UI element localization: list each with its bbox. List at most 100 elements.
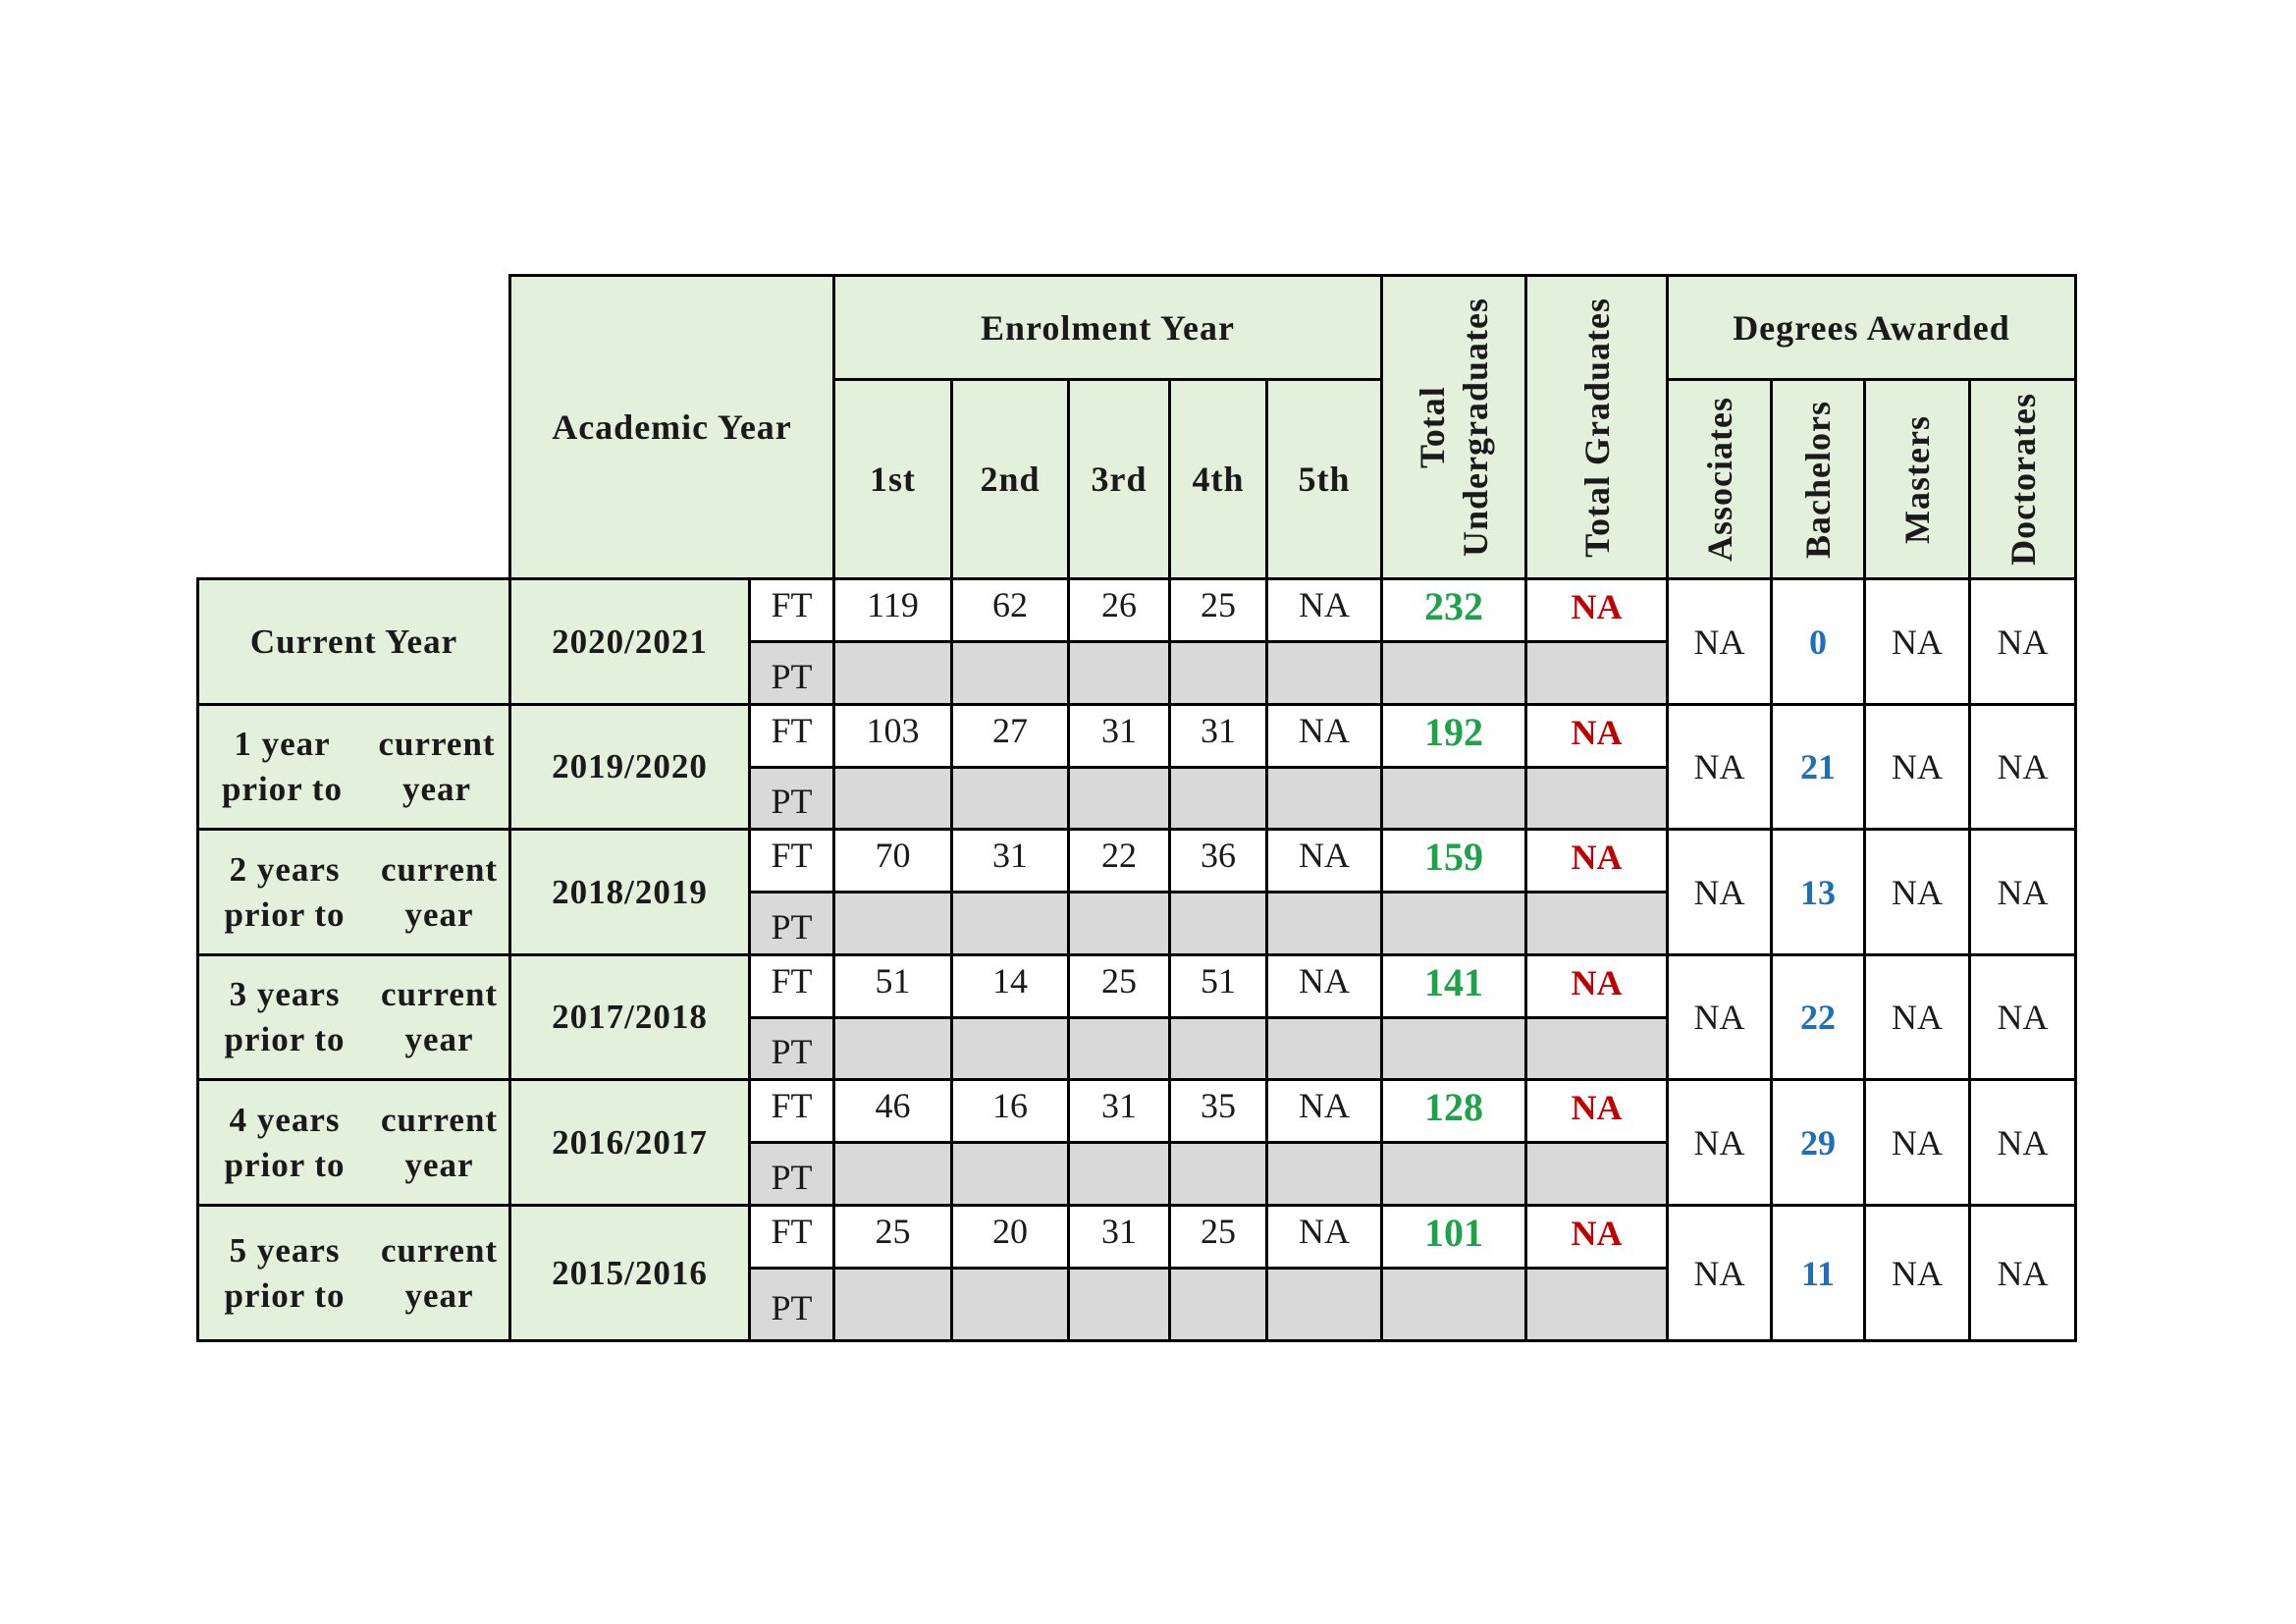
pt-enrolment-cell [1168,1267,1268,1342]
pt-tag-text: PT [771,782,813,821]
ft-value: NA [1299,710,1350,750]
ft-value: 36 [1201,835,1236,875]
pt-enrolment-cell [1168,766,1268,831]
row-label-line-1: 4 years prior to [224,1100,346,1184]
pt-enrolment-cell [1067,766,1171,831]
ft-tag-text: FT [771,710,813,750]
degree-cell: 21 [1770,703,1866,831]
total-undergraduates-cell: 159 [1380,828,1527,893]
degree-value: NA [1892,1253,1943,1293]
ft-value: 31 [1101,1211,1137,1251]
ft-value: NA [1299,584,1350,624]
degree-cell: NA [1863,828,1971,956]
pt-tag-text: PT [771,1032,813,1071]
total-undergraduates-line-1: Total [1413,386,1452,468]
total-undergraduates-value: 192 [1424,710,1483,754]
ft-value: 25 [875,1211,911,1251]
ft-tag-text: FT [771,960,813,1001]
ft-enrolment-cell: 35 [1168,1078,1268,1144]
pt-tag: PT [748,766,835,831]
pt-enrolment-cell [1265,640,1383,706]
year-header-1: 1st [832,378,953,580]
academic-year-cell: 2016/2017 [508,1078,751,1207]
total-undergraduates-header: Total Undergraduates [1380,274,1527,580]
row-label-line-2: current year [380,975,499,1058]
degree-cell: NA [1666,1078,1773,1207]
ft-enrolment-cell: 22 [1067,828,1171,893]
degree-header-label: Associates [1699,397,1739,562]
row-label: 4 years prior to current year [196,1078,511,1207]
pt-enrolment-cell [1168,640,1268,706]
degree-header-label: Bachelors [1798,400,1838,559]
year-header-3: 3rd [1067,378,1171,580]
total-undergraduates-value: 159 [1424,835,1483,879]
ft-value: 14 [992,960,1028,1001]
ft-value: 25 [1201,1211,1236,1251]
pt-total-undergraduates-cell [1380,1267,1527,1342]
ft-enrolment-cell: 51 [1168,953,1268,1019]
degree-cell: NA [1968,1078,2077,1207]
degree-cell: 13 [1770,828,1866,956]
total-graduates-cell: NA [1524,1078,1669,1144]
total-graduates-value: NA [1571,1087,1623,1127]
pt-total-graduates-cell [1524,1016,1669,1081]
pt-enrolment-cell [1265,1141,1383,1207]
ft-enrolment-cell: 25 [832,1204,953,1270]
ft-enrolment-cell: 31 [1067,1204,1171,1270]
ft-value: 31 [1201,710,1236,750]
degree-value: 13 [1800,872,1836,912]
pt-tag-text: PT [771,656,813,696]
row-label-line-2: current year [380,1230,499,1315]
degrees-awarded-header: Degrees Awarded [1666,274,2077,381]
degree-value: NA [1892,747,1943,786]
degree-value: 22 [1800,998,1836,1037]
ft-enrolment-cell: 14 [950,953,1070,1019]
pt-enrolment-cell [950,891,1070,956]
degree-cell: 0 [1770,577,1866,706]
ft-enrolment-cell: 31 [1067,1078,1171,1144]
degree-cell: 29 [1770,1078,1866,1207]
degree-header-1: Associates [1666,378,1773,580]
ft-tag: FT [748,828,835,893]
degree-value: NA [1892,622,1943,662]
ft-value: 25 [1201,584,1236,624]
pt-enrolment-cell [950,1267,1070,1342]
ft-value: 62 [992,584,1028,624]
ft-value: 25 [1101,960,1137,1001]
pt-enrolment-cell [950,766,1070,831]
academic-year-cell: 2020/2021 [508,577,751,706]
ft-enrolment-cell: NA [1265,1078,1383,1144]
ft-enrolment-cell: 25 [1067,953,1171,1019]
pt-total-undergraduates-cell [1380,640,1527,706]
ft-value: 103 [866,710,920,750]
degree-header-4: Doctorates [1968,378,2077,580]
row-label: 3 years prior to current year [196,953,511,1081]
degree-value: NA [1693,998,1745,1037]
pt-enrolment-cell [1168,1141,1268,1207]
pt-tag: PT [748,1267,835,1342]
ft-value: 31 [992,835,1028,875]
degree-value: NA [1892,998,1943,1037]
ft-value: 51 [875,960,911,1001]
ft-enrolment-cell: 31 [1067,703,1171,769]
pt-total-undergraduates-cell [1380,1016,1527,1081]
academic-year-cell: 2017/2018 [508,953,751,1081]
degree-cell: NA [1666,828,1773,956]
degree-value: NA [1892,1122,1943,1163]
pt-tag-text: PT [771,906,813,947]
pt-enrolment-cell [950,640,1070,706]
degree-cell: NA [1863,703,1971,831]
degree-value: NA [1693,747,1745,786]
ft-value: 46 [875,1085,911,1125]
ft-value: NA [1299,1085,1350,1125]
degree-value: NA [1997,872,2049,912]
ft-tag: FT [748,1204,835,1270]
ft-value: 70 [875,835,911,875]
ft-enrolment-cell: 25 [1168,577,1268,643]
ft-value: 20 [992,1211,1028,1251]
academic-year-header: Academic Year [508,274,835,580]
pt-enrolment-cell [832,1141,953,1207]
total-graduates-value: NA [1571,962,1623,1002]
total-undergraduates-value: 232 [1424,584,1483,628]
